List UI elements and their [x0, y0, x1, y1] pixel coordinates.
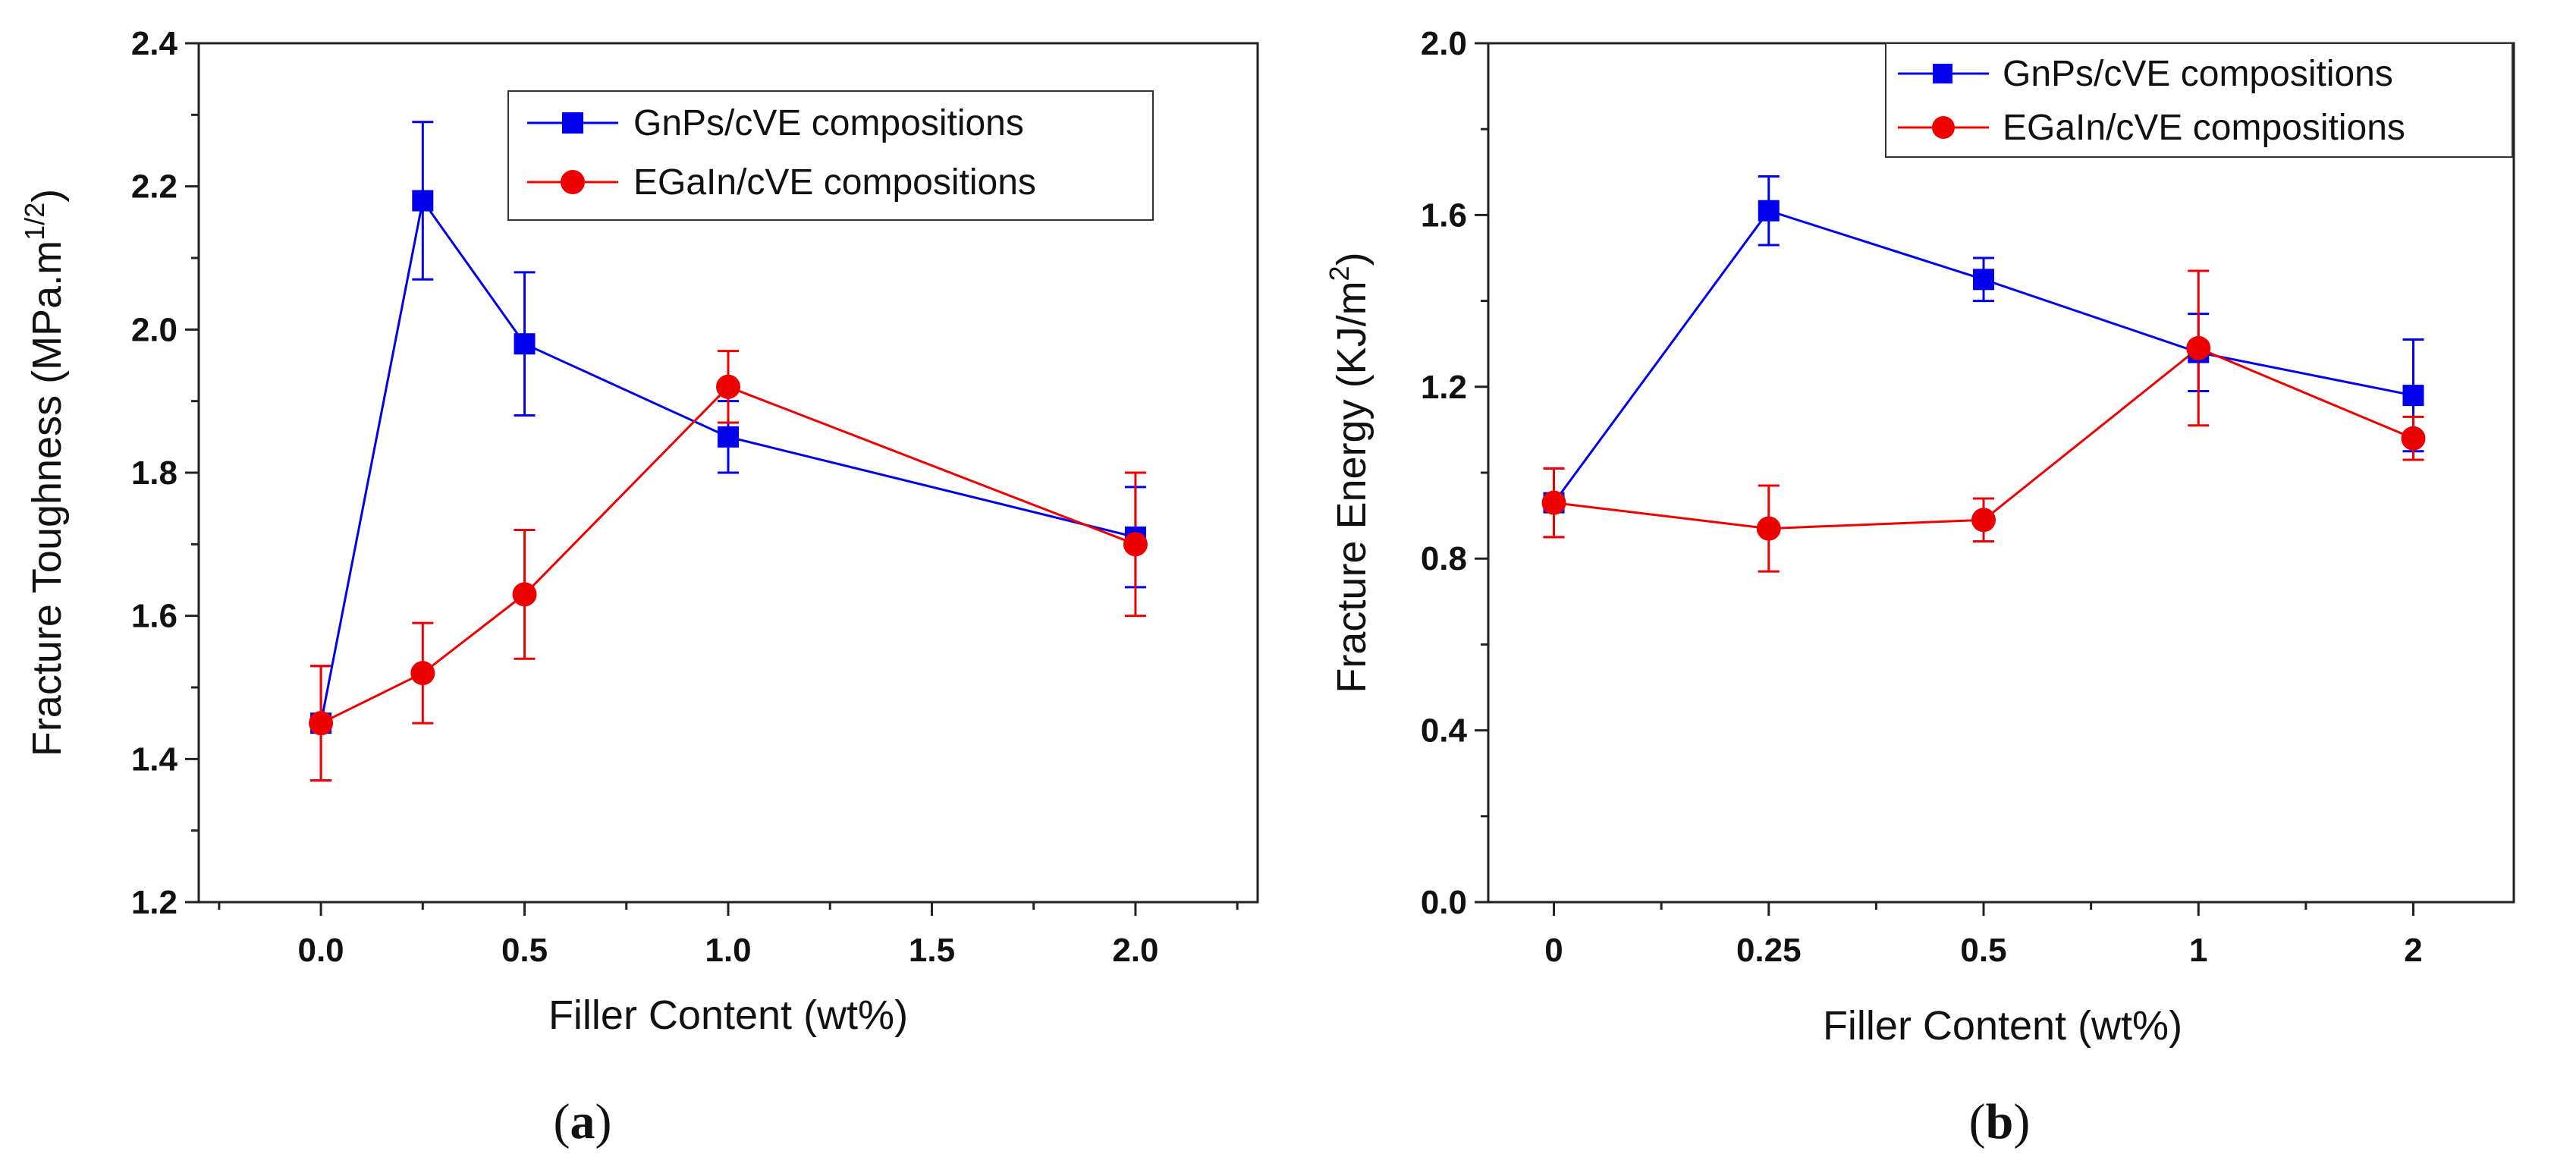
b-y-tick-label-2-0: 2.0 [1421, 25, 1467, 62]
b-y-tick-label-0-4: 0.4 [1421, 712, 1468, 750]
panel-b-legend-marker-gnps [1933, 64, 1952, 83]
a-gnps-point-2 [514, 333, 536, 355]
b-egain-point-4 [2401, 426, 2426, 451]
panel-b-chart: 0 0.25 0.5 1 2 0.0 0.4 0.8 1.2 1.6 2.0 Filler Con… [1324, 25, 2515, 1149]
a-egain-point-1 [410, 661, 435, 686]
a-gnps-point-1 [412, 190, 434, 212]
b-gnps-point-4 [2402, 385, 2424, 407]
panel-b-y-title-end: ) [1329, 252, 1374, 266]
b-x-tick-label-0-5: 0.5 [1960, 932, 2006, 969]
a-x-tick-label-1-0: 1.0 [705, 932, 751, 969]
a-y-tick-label-1-6: 1.6 [131, 598, 177, 635]
b-y-tick-label-1-2: 1.2 [1421, 369, 1467, 406]
panel-b-label-close: ) [2013, 1094, 2030, 1149]
panel-b-y-title-sup: 2 [1324, 266, 1355, 281]
a-y-tick-label-1-4: 1.4 [131, 741, 178, 778]
panel-b-label-open: ( [1969, 1094, 1986, 1149]
panel-a-label: (a) [554, 1094, 612, 1149]
panel-a-legend-marker-gnps [562, 112, 583, 134]
panel-a-y-title-main: Fracture Toughness (MPa.m [24, 241, 70, 756]
b-gnps-series-line [1553, 209, 2414, 504]
panel-b-data-points [1541, 200, 2426, 541]
a-y-tick-label-2-4: 2.4 [131, 25, 178, 62]
a-x-tick-label-2-0: 2.0 [1112, 932, 1158, 969]
a-x-tick-label-0-5: 0.5 [501, 932, 548, 969]
panel-a-x-tick-labels: 0.0 0.5 1.0 1.5 2.0 [297, 932, 1158, 969]
b-egain-point-2 [1971, 508, 1996, 533]
a-x-tick-label-1-5: 1.5 [909, 932, 955, 969]
panel-a-legend: GnPs/cVE compositions EGaIn/cVE composit… [507, 90, 1154, 221]
panel-b-label: (b) [1969, 1094, 2031, 1149]
a-egain-point-4 [1123, 532, 1148, 557]
a-y-tick-label-1-2: 1.2 [131, 884, 177, 921]
panel-a-axis-ticks [185, 42, 1239, 916]
panel-a-label-close: ) [595, 1094, 612, 1149]
panel-a-data-points [309, 190, 1148, 736]
b-y-tick-label-1-6: 1.6 [1421, 197, 1467, 234]
panel-b-legend: GnPs/cVE compositions EGaIn/cVE composit… [1885, 42, 2513, 158]
a-gnps-point-3 [718, 426, 739, 448]
panel-b-y-title-main: Fracture Energy (KJ/m [1329, 281, 1374, 693]
panel-a-y-axis-title: Fracture Toughness (MPa.m1/2) [19, 189, 70, 756]
panel-b-axis-ticks [1475, 42, 2415, 916]
a-egain-point-0 [309, 711, 334, 736]
b-x-tick-label-0-25: 0.25 [1736, 932, 1802, 969]
panel-b-legend-marker-egain [1932, 116, 1955, 139]
panel-b-label-letter: b [1986, 1094, 2014, 1149]
b-x-tick-label-0: 0 [1544, 932, 1563, 969]
panel-b-plot-frame [1487, 42, 2515, 904]
a-y-tick-label-1-8: 1.8 [131, 454, 177, 492]
panel-a-chart: 0.0 0.5 1.0 1.5 2.0 1.2 1.4 1.6 1.8 2.0 2.2 2.4 Fi… [19, 25, 1259, 1149]
panel-b-x-tick-labels: 0 0.25 0.5 1 2 [1544, 932, 2422, 969]
panel-a-label-letter: a [570, 1094, 595, 1149]
panel-a-y-tick-labels: 1.2 1.4 1.6 1.8 2.0 2.2 2.4 [131, 25, 178, 921]
b-gnps-point-1 [1758, 200, 1780, 222]
a-y-tick-label-2-2: 2.2 [131, 168, 177, 206]
panel-a-x-axis-title: Filler Content (wt%) [548, 992, 908, 1038]
panel-b-x-axis-title: Filler Content (wt%) [1823, 1003, 2182, 1049]
b-x-tick-label-2: 2 [2404, 932, 2422, 969]
panel-b-legend-label-gnps: GnPs/cVE compositions [2003, 54, 2393, 94]
b-egain-point-3 [2186, 335, 2211, 360]
b-egain-point-0 [1541, 490, 1566, 515]
a-x-tick-label-0-0: 0.0 [297, 932, 344, 969]
panel-a-label-open: ( [554, 1094, 570, 1149]
panel-a-legend-label-egain: EGaIn/cVE compositions [633, 162, 1036, 203]
panel-b-y-axis-title: Fracture Energy (KJ/m2) [1324, 252, 1374, 693]
panel-a-legend-box [507, 90, 1154, 221]
a-egain-point-2 [512, 582, 537, 607]
panel-a-y-title-sup: 1/2 [19, 203, 50, 241]
panel-b-legend-label-egain: EGaIn/cVE compositions [2003, 108, 2405, 148]
b-x-tick-label-1: 1 [2189, 932, 2207, 969]
b-egain-point-1 [1756, 516, 1781, 541]
panel-a-legend-marker-egain [561, 170, 585, 194]
a-y-tick-label-2-0: 2.0 [131, 311, 177, 348]
panel-b-legend-box [1885, 42, 2513, 158]
panel-a-y-title-end: ) [24, 189, 70, 203]
a-egain-point-3 [716, 374, 740, 399]
panel-b-y-tick-labels: 0.0 0.4 0.8 1.2 1.6 2.0 [1421, 25, 1468, 921]
b-y-tick-label-0-0: 0.0 [1421, 884, 1467, 921]
panel-a-legend-label-gnps: GnPs/cVE compositions [633, 103, 1024, 143]
b-y-tick-label-0-8: 0.8 [1421, 540, 1467, 577]
b-gnps-point-2 [1973, 269, 1995, 291]
